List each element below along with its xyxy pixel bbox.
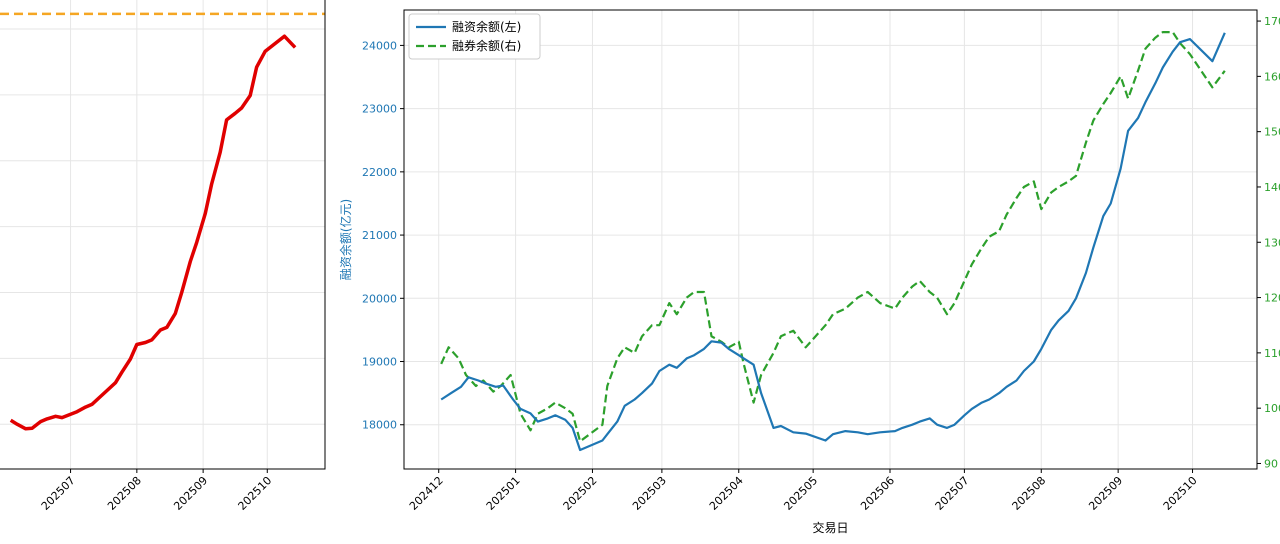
left-x-tick-label: 202507 xyxy=(39,474,78,513)
right-y-tick-label: 150 xyxy=(1264,126,1280,139)
left-y-tick-label: 24000 xyxy=(362,39,397,52)
margin-balance-line xyxy=(440,32,1226,452)
left-x-tick-label: 202510 xyxy=(236,474,275,513)
left-x-tick-label: 202509 xyxy=(171,474,210,513)
x-axis-label: 交易日 xyxy=(812,520,848,535)
left-y-tick-label: 22000 xyxy=(362,166,397,179)
left-chart: 202507 202508 202509 202510 xyxy=(0,0,326,513)
left-x-tick-label: 202508 xyxy=(105,474,144,513)
right-chart: 18000 19000 20000 21000 22000 23000 24000 90 10… xyxy=(338,9,1280,535)
right-y-tick-label: 120 xyxy=(1264,292,1280,305)
x-tick-label: 202503 xyxy=(630,474,669,513)
x-tick-label: 202504 xyxy=(707,474,746,513)
right-y-tick-label: 110 xyxy=(1264,347,1280,360)
x-tick-label: 202505 xyxy=(781,474,820,513)
right-y-tick-label: 90 xyxy=(1264,457,1278,470)
x-tick-label: 202507 xyxy=(933,474,972,513)
left-y-tick-label: 23000 xyxy=(362,103,397,116)
left-y-tick-label: 21000 xyxy=(362,229,397,242)
right-y-tick-label: 140 xyxy=(1264,181,1280,194)
legend-box xyxy=(408,13,541,60)
legend-label-short: 融券余额(右) xyxy=(452,38,521,53)
left-axes-frame xyxy=(0,0,326,470)
left-y-tick-label: 20000 xyxy=(362,292,397,305)
x-tick-label: 202501 xyxy=(484,474,523,513)
x-tick-label: 202509 xyxy=(1086,474,1125,513)
right-x-ticks: 202412 202501 202502 202503 202504 202505 2025… xyxy=(407,469,1200,513)
left-y-tick-label: 18000 xyxy=(362,419,397,432)
left-series-line xyxy=(9,34,297,431)
right-y-tick-label: 160 xyxy=(1264,70,1280,83)
x-tick-label: 202508 xyxy=(1010,474,1049,513)
short-balance-line xyxy=(440,31,1226,443)
x-tick-label: 202510 xyxy=(1161,474,1200,513)
right-grid xyxy=(404,10,1257,469)
right-axes-frame xyxy=(403,9,1258,470)
x-tick-label: 202502 xyxy=(561,474,600,513)
left-y-ticks: 18000 19000 20000 21000 22000 23000 24000 xyxy=(362,39,404,432)
legend: 融资余额(左) 融券余额(右) xyxy=(408,13,541,60)
left-grid xyxy=(0,0,325,469)
y-axis-label: 融资余额(亿元) xyxy=(338,199,353,280)
x-tick-label: 202412 xyxy=(407,474,446,513)
right-y-tick-label: 100 xyxy=(1264,402,1280,415)
right-y-ticks: 90 100 110 120 130 140 150 160 170 xyxy=(1257,15,1280,470)
right-y-tick-label: 170 xyxy=(1264,15,1280,28)
legend-label-margin: 融资余额(左) xyxy=(452,19,521,34)
left-y-tick-label: 19000 xyxy=(362,356,397,369)
left-x-ticks: 202507 202508 202509 202510 xyxy=(39,469,275,513)
right-y-tick-label: 130 xyxy=(1264,236,1280,249)
x-tick-label: 202506 xyxy=(858,474,897,513)
